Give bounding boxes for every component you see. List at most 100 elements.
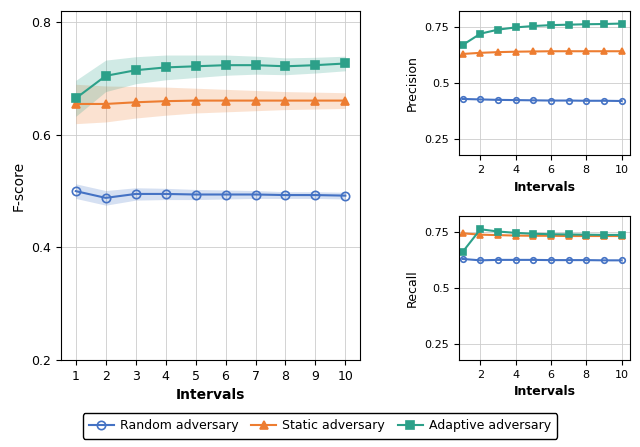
Adaptive adversary: [252, 63, 259, 68]
Adaptive adversary: [600, 21, 608, 27]
Static adversary: [252, 98, 259, 103]
Line: Adaptive adversary: Adaptive adversary: [460, 21, 625, 48]
Adaptive adversary: [312, 63, 319, 68]
Random adversary: [477, 97, 484, 102]
Random adversary: [547, 257, 555, 263]
Static adversary: [547, 49, 555, 54]
Adaptive adversary: [564, 22, 572, 27]
Adaptive adversary: [477, 227, 484, 232]
Adaptive adversary: [582, 232, 590, 237]
Static adversary: [564, 233, 572, 239]
Random adversary: [221, 192, 229, 197]
Static adversary: [221, 98, 229, 103]
Y-axis label: Precision: Precision: [406, 55, 419, 111]
Static adversary: [312, 98, 319, 103]
Static adversary: [192, 98, 200, 103]
Adaptive adversary: [162, 65, 170, 70]
Line: Adaptive adversary: Adaptive adversary: [460, 227, 625, 254]
Line: Random adversary: Random adversary: [460, 96, 625, 104]
Adaptive adversary: [512, 230, 520, 236]
X-axis label: Intervals: Intervals: [176, 388, 245, 402]
Random adversary: [102, 195, 109, 201]
Random adversary: [600, 257, 608, 263]
Random adversary: [252, 192, 259, 197]
Random adversary: [564, 257, 572, 263]
Static adversary: [282, 98, 289, 103]
Static adversary: [162, 98, 170, 104]
Random adversary: [494, 97, 502, 102]
Static adversary: [618, 49, 625, 54]
Random adversary: [564, 98, 572, 103]
Static adversary: [477, 50, 484, 55]
Static adversary: [582, 233, 590, 239]
Adaptive adversary: [547, 22, 555, 28]
Random adversary: [547, 98, 555, 103]
Adaptive adversary: [494, 229, 502, 234]
Adaptive adversary: [459, 249, 467, 254]
Random adversary: [512, 97, 520, 103]
Adaptive adversary: [547, 232, 555, 237]
Line: Static adversary: Static adversary: [72, 97, 349, 108]
Static adversary: [477, 232, 484, 237]
Static adversary: [342, 98, 349, 103]
Static adversary: [494, 232, 502, 238]
X-axis label: Intervals: Intervals: [514, 181, 576, 194]
Legend: Random adversary, Static adversary, Adaptive adversary: Random adversary, Static adversary, Adap…: [83, 413, 557, 439]
Static adversary: [102, 101, 109, 107]
Random adversary: [512, 257, 520, 262]
Y-axis label: F-score: F-score: [12, 160, 26, 211]
Random adversary: [282, 192, 289, 198]
Adaptive adversary: [102, 73, 109, 79]
Adaptive adversary: [512, 25, 520, 30]
Random adversary: [582, 98, 590, 103]
Random adversary: [72, 189, 79, 194]
Static adversary: [529, 233, 537, 239]
Static adversary: [494, 50, 502, 55]
Random adversary: [494, 257, 502, 262]
Static adversary: [459, 231, 467, 236]
Random adversary: [582, 257, 590, 263]
Adaptive adversary: [529, 231, 537, 236]
Random adversary: [342, 193, 349, 198]
Adaptive adversary: [600, 232, 608, 237]
Line: Static adversary: Static adversary: [460, 231, 625, 239]
Y-axis label: Recall: Recall: [406, 269, 419, 307]
Line: Static adversary: Static adversary: [460, 48, 625, 57]
Adaptive adversary: [582, 21, 590, 27]
Adaptive adversary: [282, 63, 289, 69]
Static adversary: [618, 233, 625, 239]
Random adversary: [459, 256, 467, 261]
Adaptive adversary: [494, 27, 502, 32]
X-axis label: Intervals: Intervals: [514, 385, 576, 398]
Random adversary: [477, 257, 484, 263]
Adaptive adversary: [459, 42, 467, 48]
Static adversary: [547, 233, 555, 239]
Line: Random adversary: Random adversary: [460, 256, 625, 263]
Adaptive adversary: [618, 21, 625, 26]
Static adversary: [512, 49, 520, 55]
Random adversary: [312, 192, 319, 198]
Line: Adaptive adversary: Adaptive adversary: [72, 59, 349, 102]
Random adversary: [132, 191, 140, 197]
Static adversary: [600, 49, 608, 54]
Random adversary: [529, 257, 537, 262]
Random adversary: [529, 97, 537, 103]
Adaptive adversary: [529, 23, 537, 29]
Static adversary: [582, 49, 590, 54]
Static adversary: [459, 51, 467, 57]
Line: Random adversary: Random adversary: [72, 187, 349, 202]
Random adversary: [618, 257, 625, 263]
Adaptive adversary: [192, 63, 200, 69]
Static adversary: [72, 101, 79, 107]
Random adversary: [600, 98, 608, 103]
Random adversary: [192, 192, 200, 197]
Adaptive adversary: [564, 232, 572, 237]
Static adversary: [132, 100, 140, 105]
Static adversary: [564, 49, 572, 54]
Adaptive adversary: [221, 63, 229, 68]
Random adversary: [618, 98, 625, 104]
Random adversary: [162, 191, 170, 197]
Adaptive adversary: [342, 61, 349, 66]
Static adversary: [600, 233, 608, 239]
Adaptive adversary: [72, 96, 79, 101]
